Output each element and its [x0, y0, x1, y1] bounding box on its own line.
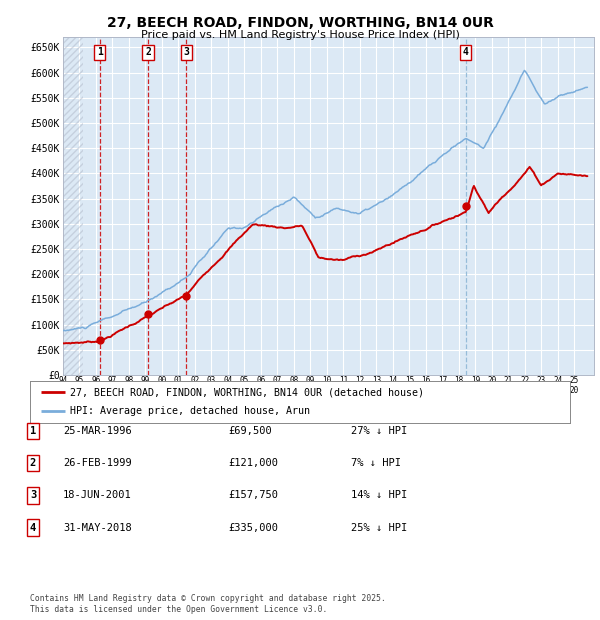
Text: 2: 2 [145, 47, 151, 58]
Text: 4: 4 [30, 523, 36, 533]
Text: 2: 2 [30, 458, 36, 468]
Text: Price paid vs. HM Land Registry's House Price Index (HPI): Price paid vs. HM Land Registry's House … [140, 30, 460, 40]
Text: 14% ↓ HPI: 14% ↓ HPI [351, 490, 407, 500]
Text: £69,500: £69,500 [228, 426, 272, 436]
Text: 26-FEB-1999: 26-FEB-1999 [63, 458, 132, 468]
Text: £121,000: £121,000 [228, 458, 278, 468]
Text: 4: 4 [463, 47, 469, 58]
Text: 1: 1 [30, 426, 36, 436]
Text: 3: 3 [183, 47, 189, 58]
Text: £335,000: £335,000 [228, 523, 278, 533]
Text: £157,750: £157,750 [228, 490, 278, 500]
Text: 1: 1 [97, 47, 103, 58]
Text: 27% ↓ HPI: 27% ↓ HPI [351, 426, 407, 436]
Text: 7% ↓ HPI: 7% ↓ HPI [351, 458, 401, 468]
Text: 27, BEECH ROAD, FINDON, WORTHING, BN14 0UR (detached house): 27, BEECH ROAD, FINDON, WORTHING, BN14 0… [71, 387, 425, 397]
Text: HPI: Average price, detached house, Arun: HPI: Average price, detached house, Arun [71, 407, 311, 417]
Text: 18-JUN-2001: 18-JUN-2001 [63, 490, 132, 500]
Text: Contains HM Land Registry data © Crown copyright and database right 2025.
This d: Contains HM Land Registry data © Crown c… [30, 595, 386, 614]
Text: 31-MAY-2018: 31-MAY-2018 [63, 523, 132, 533]
Text: 25% ↓ HPI: 25% ↓ HPI [351, 523, 407, 533]
Text: 25-MAR-1996: 25-MAR-1996 [63, 426, 132, 436]
Text: 3: 3 [30, 490, 36, 500]
Text: 27, BEECH ROAD, FINDON, WORTHING, BN14 0UR: 27, BEECH ROAD, FINDON, WORTHING, BN14 0… [107, 16, 493, 30]
